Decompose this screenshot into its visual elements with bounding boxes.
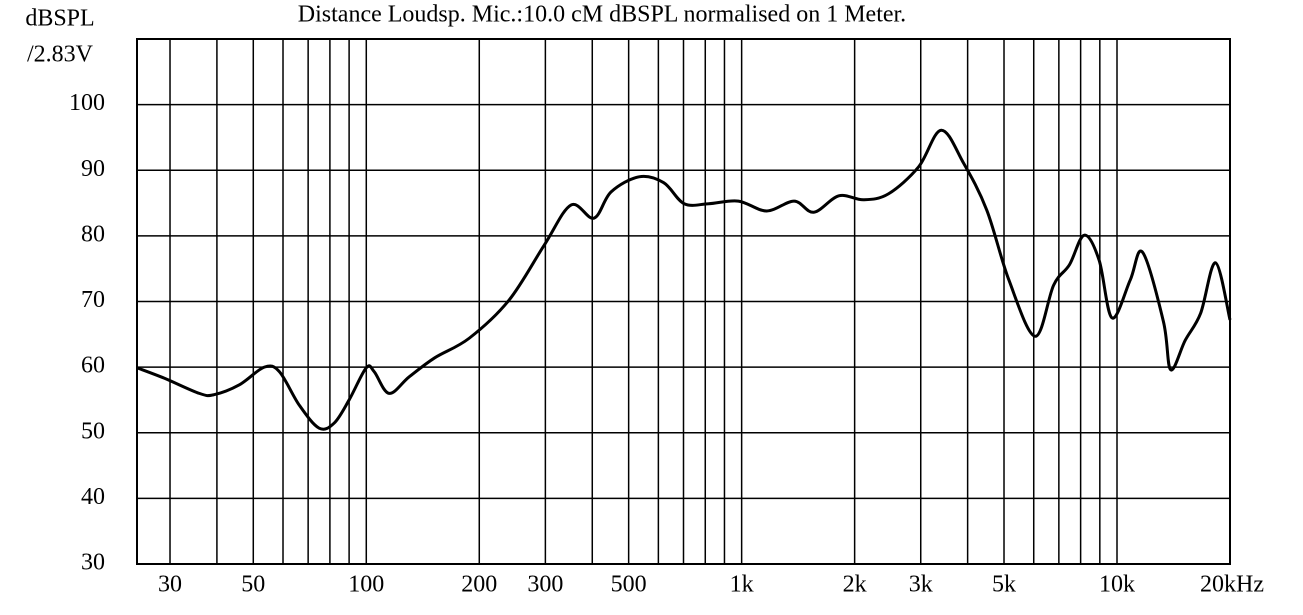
x-tick-label: 2k [843, 572, 867, 598]
y-tick-label: 50 [81, 418, 105, 444]
x-tick-label: 3k [909, 572, 933, 598]
y-tick-label: 70 [81, 287, 105, 313]
x-tick-label: 50 [241, 572, 265, 598]
y-tick-label: 100 [69, 90, 105, 116]
x-tick-label: 1k [730, 572, 754, 598]
y-tick-label: 80 [81, 221, 105, 247]
x-tick-label: 200 [461, 572, 497, 598]
x-tick-label: 100 [348, 572, 384, 598]
x-tick-label: 500 [611, 572, 647, 598]
response-curve [136, 128, 1232, 431]
chart-title: Distance Loudsp. Mic.:10.0 cM dBSPL norm… [298, 2, 906, 28]
y-tick-label: 30 [81, 550, 105, 576]
x-tick-label: 10k [1099, 572, 1135, 598]
x-tick-label: 20kHz [1200, 572, 1264, 598]
y-tick-label: 90 [81, 156, 105, 182]
x-tick-label: 30 [158, 572, 182, 598]
x-tick-label: 5k [992, 572, 1016, 598]
y-tick-label: 40 [81, 484, 105, 510]
y-tick-label: 60 [81, 353, 105, 379]
x-tick-label: 300 [527, 572, 563, 598]
y-axis-label: dBSPL [25, 6, 94, 32]
y-axis-label: /2.83V [27, 42, 94, 68]
